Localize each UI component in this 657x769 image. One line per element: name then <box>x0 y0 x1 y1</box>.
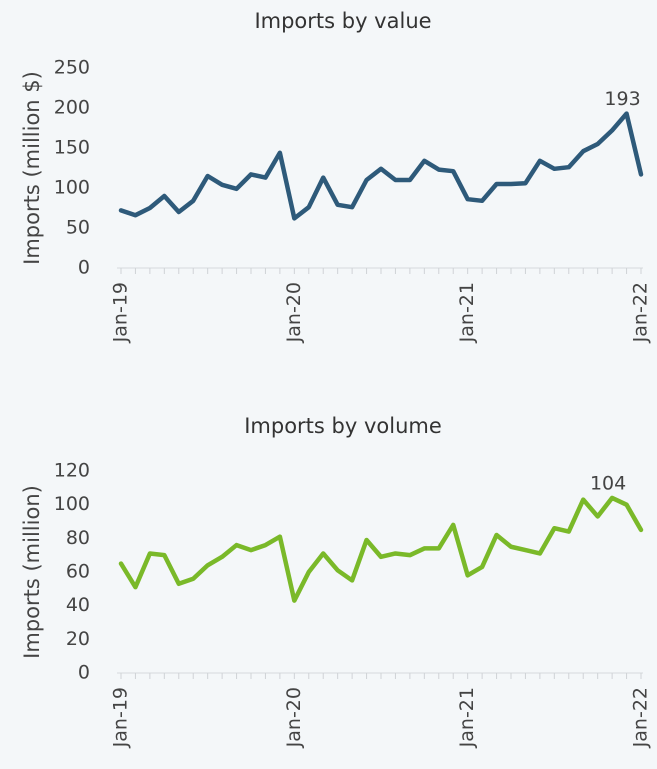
y-tick-label: 50 <box>66 217 90 239</box>
y-tick-label: 0 <box>78 257 90 279</box>
x-tick-label: Jan-22 <box>630 687 652 748</box>
chart-title: Imports by volume <box>244 414 442 438</box>
y-tick-label: 200 <box>54 97 90 119</box>
y-tick-label: 120 <box>54 460 90 482</box>
value-label: 104 <box>590 472 626 494</box>
y-tick-label: 100 <box>54 177 90 199</box>
x-tick-label: Jan-21 <box>456 687 478 748</box>
y-tick-label: 60 <box>66 561 90 583</box>
y-tick-label: 0 <box>78 662 90 684</box>
y-tick-label: 100 <box>54 493 90 515</box>
x-tick-label: Jan-19 <box>110 687 132 748</box>
value-label: 193 <box>604 88 640 110</box>
x-tick-label: Jan-20 <box>283 282 305 343</box>
y-tick-label: 40 <box>66 594 90 616</box>
y-axis-label: Imports (million $) <box>20 71 44 265</box>
y-tick-label: 150 <box>54 137 90 159</box>
x-tick-label: Jan-21 <box>456 282 478 343</box>
x-tick-label: Jan-20 <box>283 687 305 748</box>
data-line <box>118 495 644 603</box>
y-tick-label: 250 <box>54 57 90 79</box>
chart-title: Imports by value <box>254 9 431 33</box>
x-tick-label: Jan-19 <box>110 282 132 343</box>
y-axis-label: Imports (million) <box>20 485 44 659</box>
x-tick-label: Jan-22 <box>630 282 652 343</box>
data-line <box>118 111 644 221</box>
y-tick-label: 20 <box>66 628 90 650</box>
y-tick-label: 80 <box>66 527 90 549</box>
